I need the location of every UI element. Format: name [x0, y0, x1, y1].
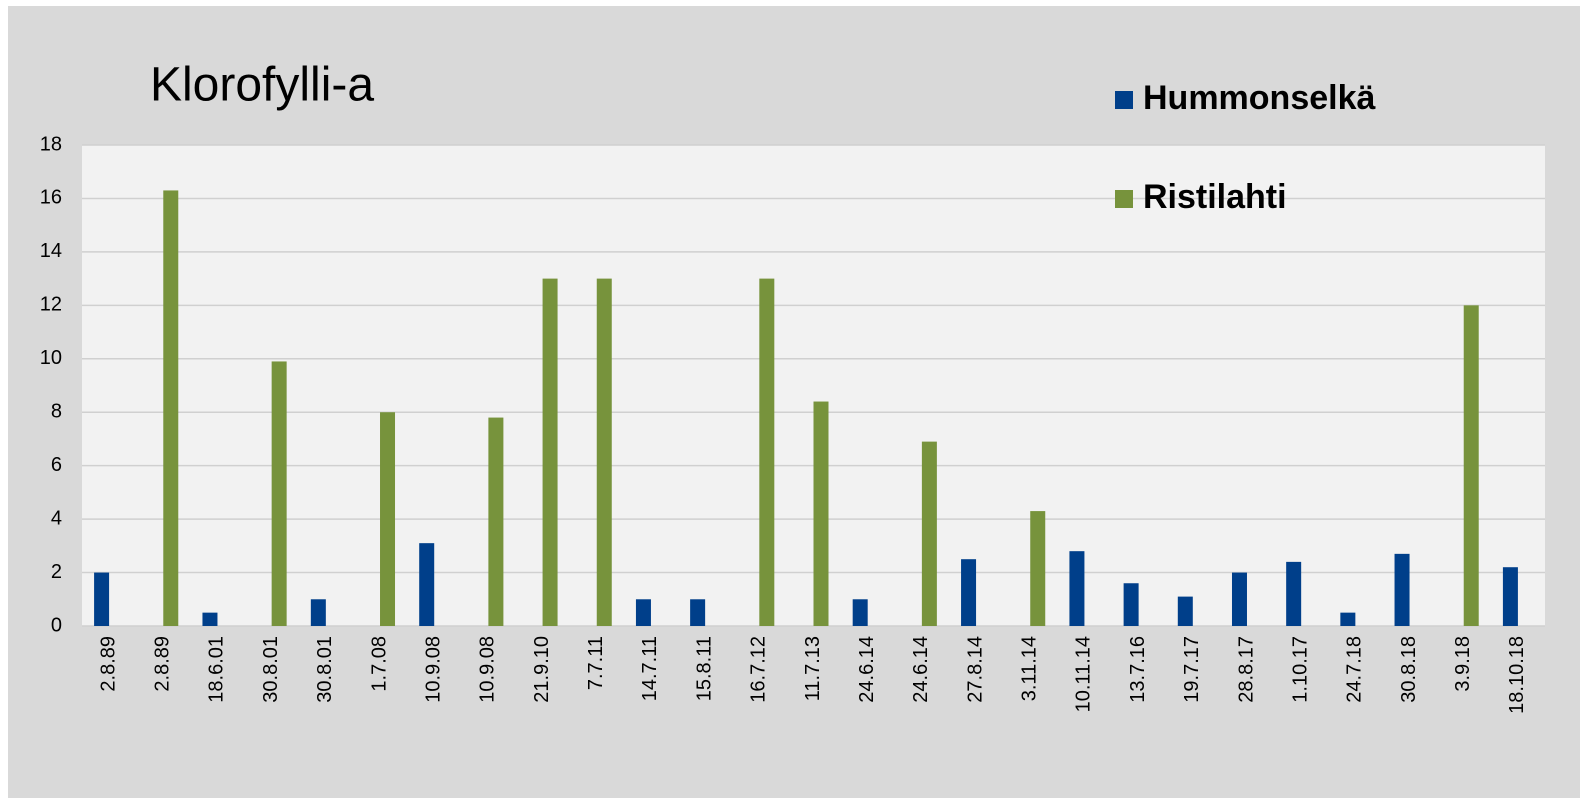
- x-tick-label: 2.8.89: [97, 636, 119, 692]
- y-tick-label: 8: [51, 401, 62, 423]
- x-tick-label: 30.8.01: [260, 636, 282, 703]
- x-tick-label: 24.6.14: [856, 636, 878, 703]
- bar: [1340, 612, 1356, 626]
- x-tick-label: 30.8.18: [1398, 636, 1420, 703]
- bar: [1394, 553, 1410, 626]
- legend-swatch: [1115, 190, 1133, 208]
- y-tick-label: 4: [51, 507, 62, 529]
- bar: [488, 417, 504, 626]
- bar: [380, 412, 396, 626]
- x-tick-label: 1.7.08: [368, 636, 390, 692]
- bar: [271, 361, 287, 626]
- y-tick-label: 2: [51, 561, 62, 583]
- bar: [961, 559, 977, 626]
- x-tick-label: 15.8.11: [693, 636, 715, 701]
- bar: [1502, 567, 1518, 626]
- y-tick-label: 0: [51, 614, 62, 636]
- bar: [1286, 561, 1302, 626]
- y-tick-label: 12: [40, 294, 62, 316]
- x-tick-label: 18.6.01: [206, 636, 228, 703]
- x-tick-label: 10.9.08: [422, 636, 444, 703]
- bar: [813, 401, 829, 626]
- bar: [1030, 511, 1046, 626]
- legend-label: Ristilahti: [1143, 178, 1287, 216]
- y-tick-label: 6: [51, 454, 62, 476]
- bar: [542, 278, 558, 626]
- bar: [596, 278, 612, 626]
- x-tick-label: 10.11.14: [1073, 636, 1095, 712]
- y-tick-label: 16: [40, 187, 62, 209]
- bar: [1231, 572, 1247, 626]
- x-tick-label: 18.10.18: [1506, 636, 1528, 714]
- x-tick-label: 13.7.16: [1127, 636, 1149, 703]
- bar: [759, 278, 775, 626]
- x-tick-label: 3.11.14: [1019, 636, 1041, 701]
- bar: [1463, 305, 1479, 626]
- bar: [921, 441, 937, 626]
- y-tick-label: 14: [40, 240, 62, 262]
- x-tick-label: 24.7.18: [1344, 636, 1366, 703]
- x-tick-label: 21.9.10: [531, 636, 553, 703]
- x-tick-label: 28.8.17: [1235, 636, 1257, 703]
- y-tick-label: 18: [40, 133, 62, 155]
- bar: [202, 612, 218, 626]
- x-tick-label: 24.6.14: [910, 636, 932, 703]
- bar: [852, 599, 868, 626]
- x-tick-label: 7.7.11: [585, 636, 607, 690]
- bar: [1177, 596, 1193, 626]
- x-tick-label: 30.8.01: [314, 636, 336, 703]
- bar: [163, 190, 179, 626]
- x-tick-label: 27.8.14: [964, 636, 986, 703]
- x-tick-label: 2.8.89: [152, 636, 174, 692]
- bar: [1123, 583, 1139, 626]
- x-tick-label: 3.9.18: [1452, 636, 1474, 692]
- x-tick-label: 1.10.17: [1289, 636, 1311, 703]
- bar: [635, 599, 651, 626]
- bar: [690, 599, 706, 626]
- x-tick-label: 11.7.13: [802, 636, 824, 701]
- bar: [94, 572, 110, 626]
- x-tick-label: 10.9.08: [477, 636, 499, 703]
- legend-label: Hummonselkä: [1143, 79, 1375, 117]
- x-tick-label: 19.7.17: [1181, 636, 1203, 703]
- y-tick-label: 10: [40, 347, 62, 369]
- bar: [419, 543, 435, 626]
- bar: [310, 599, 326, 626]
- x-tick-label: 14.7.11: [639, 636, 661, 701]
- chart-title: Klorofylli-a: [150, 59, 374, 112]
- legend-swatch: [1115, 91, 1133, 109]
- x-tick-label: 16.7.12: [748, 636, 770, 703]
- bar: [1069, 551, 1085, 626]
